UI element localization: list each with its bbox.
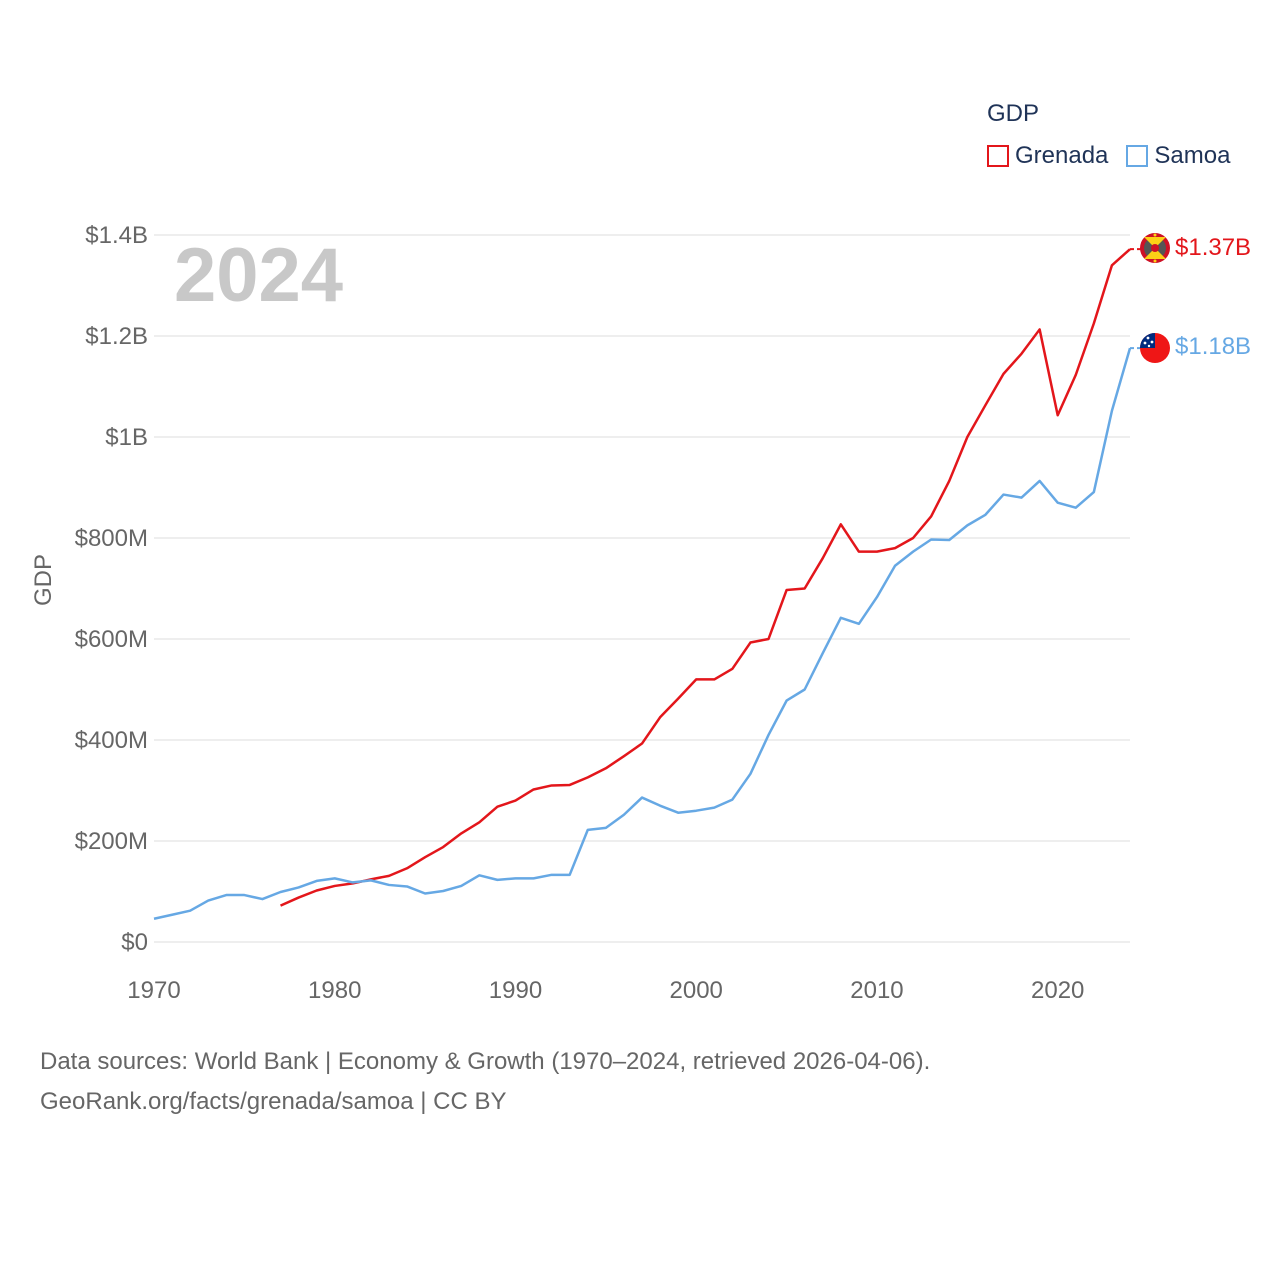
series-line-samoa — [153, 347, 1132, 920]
y-tick-label: $600M — [75, 626, 148, 653]
samoa-flag-icon — [1140, 333, 1170, 363]
y-tick-label: $1B — [105, 424, 148, 451]
legend-swatch-samoa — [1126, 145, 1149, 167]
grenada-end-value: $1.37B — [1175, 234, 1251, 261]
legend-label-grenada: Grenada — [1015, 142, 1109, 169]
y-tick-label: $1.4B — [85, 222, 148, 249]
footer: Data sources: World Bank | Economy & Gro… — [40, 1042, 930, 1122]
x-tick-label: 1980 — [308, 977, 361, 1004]
y-tick-label: $400M — [75, 727, 148, 754]
y-tick-label: $1.2B — [85, 323, 148, 350]
x-axis-ticks: 1970 1980 1990 2000 2010 2020 — [127, 977, 1084, 1004]
series-end-markers: $1.37B $1.18B — [1140, 233, 1251, 363]
legend-label-samoa: Samoa — [1154, 142, 1231, 169]
x-tick-label: 2000 — [670, 977, 723, 1004]
y-axis-label: GDP — [30, 554, 57, 606]
legend-item-samoa[interactable]: Samoa — [1126, 142, 1230, 170]
samoa-end-value: $1.18B — [1175, 333, 1251, 360]
y-tick-label: $800M — [75, 525, 148, 552]
x-tick-label: 1990 — [489, 977, 542, 1004]
attribution-link[interactable]: GeoRank.org/facts/grenada/samoa | CC BY — [40, 1088, 507, 1115]
legend-item-grenada[interactable]: Grenada — [987, 142, 1108, 170]
year-label: 2024 — [174, 233, 343, 318]
y-tick-label: $0 — [121, 929, 148, 956]
series-lines — [153, 248, 1142, 920]
series-line-grenada — [280, 248, 1131, 907]
y-gridlines — [154, 234, 1130, 943]
y-axis-ticks: $0 $200M $400M $600M $800M $1B $1.2B $1.4B — [75, 222, 148, 956]
grenada-flag-icon — [1140, 233, 1170, 263]
x-tick-label: 1970 — [127, 977, 180, 1004]
y-tick-label: $200M — [75, 828, 148, 855]
legend: Grenada Samoa — [987, 142, 1248, 170]
x-tick-label: 2020 — [1031, 977, 1084, 1004]
legend-swatch-grenada — [987, 145, 1009, 167]
data-source-text: Data sources: World Bank | Economy & Gro… — [40, 1048, 931, 1075]
x-tick-label: 2010 — [850, 977, 903, 1004]
legend-title: GDP — [987, 100, 1040, 127]
